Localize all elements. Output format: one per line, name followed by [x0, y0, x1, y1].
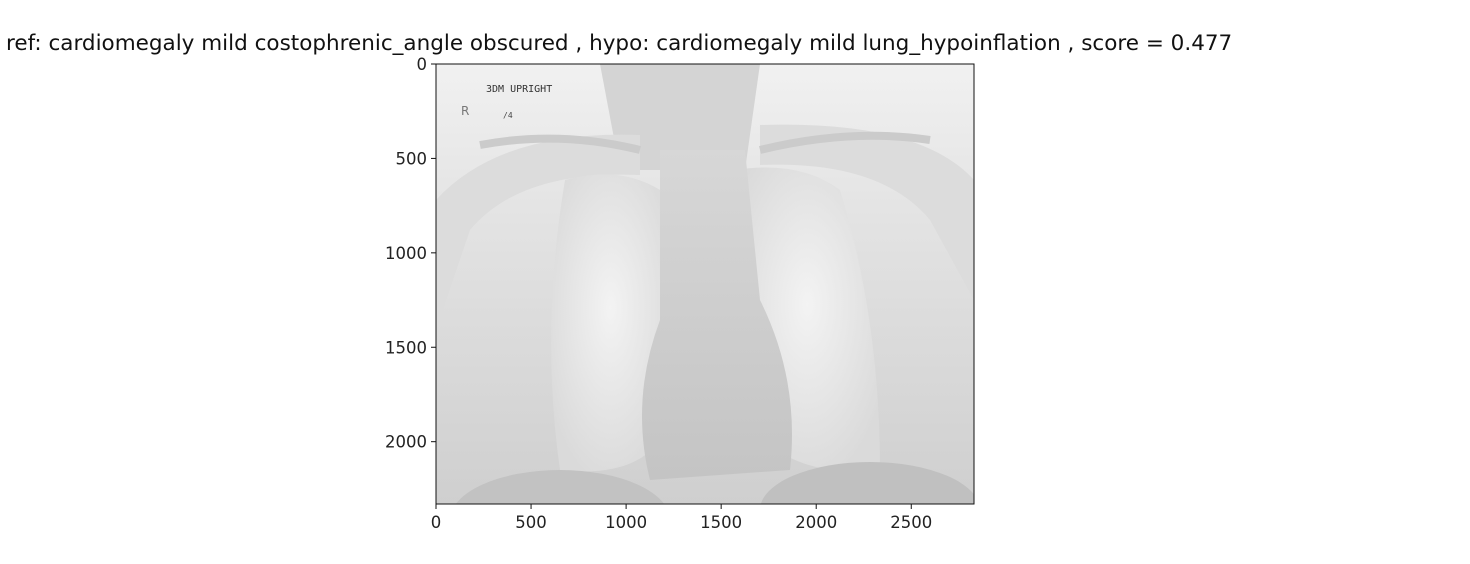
xray-small-text: /4: [503, 111, 513, 120]
axes-frame: [435, 63, 975, 505]
xray-label-text: 3DM UPRIGHT: [486, 84, 552, 95]
x-tick-label: 2500: [890, 513, 932, 532]
y-tick-label: 1000: [385, 244, 427, 263]
x-tick-label: 0: [431, 513, 442, 532]
y-tick-label: 500: [396, 149, 428, 168]
x-axis: 0 500 1000 1500 2000 2500: [431, 504, 932, 532]
x-tick-label: 1000: [605, 513, 647, 532]
y-axis: 0 500 1000 1500 2000: [385, 55, 436, 452]
xray-image: 3DM UPRIGHT R /4: [436, 64, 974, 504]
x-tick-label: 500: [515, 513, 547, 532]
xray-marker-text: R: [461, 104, 469, 118]
x-tick-label: 1500: [700, 513, 742, 532]
y-tick-label: 2000: [385, 433, 427, 452]
y-tick-label: 1500: [385, 338, 427, 357]
figure-title: ref: cardiomegaly mild costophrenic_angl…: [6, 31, 1233, 56]
x-tick-label: 2000: [795, 513, 837, 532]
y-tick-label: 0: [417, 55, 428, 74]
